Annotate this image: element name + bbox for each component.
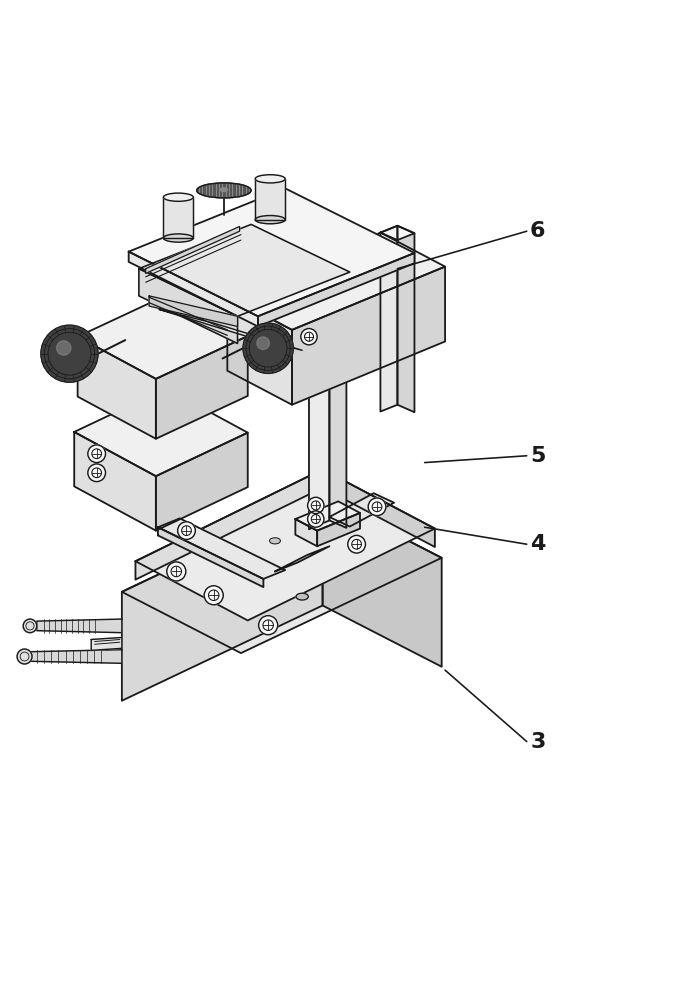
Polygon shape <box>78 294 248 379</box>
Ellipse shape <box>163 193 193 201</box>
Polygon shape <box>122 497 322 701</box>
Ellipse shape <box>255 175 285 183</box>
Polygon shape <box>258 253 414 326</box>
Ellipse shape <box>197 183 251 198</box>
Polygon shape <box>329 318 346 528</box>
Polygon shape <box>227 233 445 330</box>
Polygon shape <box>309 318 329 529</box>
Polygon shape <box>145 226 239 273</box>
Polygon shape <box>296 501 360 531</box>
Ellipse shape <box>255 216 285 224</box>
Polygon shape <box>227 296 292 405</box>
Polygon shape <box>91 637 122 650</box>
Ellipse shape <box>163 234 193 242</box>
Ellipse shape <box>243 323 294 373</box>
Polygon shape <box>74 432 156 531</box>
Polygon shape <box>30 650 122 663</box>
Polygon shape <box>135 469 435 620</box>
Text: 5: 5 <box>530 446 545 466</box>
Polygon shape <box>139 269 237 343</box>
Ellipse shape <box>167 562 186 581</box>
Ellipse shape <box>178 522 196 539</box>
Ellipse shape <box>307 511 324 527</box>
Polygon shape <box>397 226 414 412</box>
Ellipse shape <box>348 535 366 553</box>
Polygon shape <box>149 296 237 326</box>
Text: 4: 4 <box>530 534 545 554</box>
Ellipse shape <box>88 445 106 463</box>
Polygon shape <box>129 252 258 326</box>
Polygon shape <box>322 497 442 667</box>
Polygon shape <box>329 493 394 527</box>
Polygon shape <box>317 513 360 546</box>
Polygon shape <box>159 309 302 350</box>
Polygon shape <box>135 469 322 580</box>
Polygon shape <box>158 527 263 587</box>
Ellipse shape <box>270 538 281 544</box>
Polygon shape <box>381 226 397 412</box>
Ellipse shape <box>220 188 227 192</box>
Ellipse shape <box>296 593 308 600</box>
Ellipse shape <box>301 329 317 345</box>
Polygon shape <box>122 497 442 653</box>
Polygon shape <box>37 619 122 633</box>
Ellipse shape <box>259 616 278 635</box>
Polygon shape <box>322 469 435 547</box>
Polygon shape <box>156 433 248 531</box>
Polygon shape <box>381 226 414 240</box>
Polygon shape <box>129 188 414 316</box>
Polygon shape <box>139 224 350 316</box>
Polygon shape <box>296 519 317 546</box>
Polygon shape <box>255 179 285 220</box>
Ellipse shape <box>257 337 270 350</box>
Polygon shape <box>309 318 346 334</box>
Ellipse shape <box>41 325 98 382</box>
Text: 6: 6 <box>530 221 545 241</box>
Ellipse shape <box>88 464 106 482</box>
Polygon shape <box>292 267 445 405</box>
Polygon shape <box>275 546 329 571</box>
Polygon shape <box>158 518 285 579</box>
Polygon shape <box>78 337 156 439</box>
Polygon shape <box>74 388 248 476</box>
Ellipse shape <box>307 497 324 514</box>
Ellipse shape <box>17 649 32 664</box>
Text: 3: 3 <box>530 732 545 752</box>
Ellipse shape <box>57 341 71 355</box>
Polygon shape <box>163 197 193 238</box>
Ellipse shape <box>204 586 223 605</box>
Ellipse shape <box>368 498 386 516</box>
Ellipse shape <box>23 619 37 633</box>
Polygon shape <box>156 336 248 439</box>
